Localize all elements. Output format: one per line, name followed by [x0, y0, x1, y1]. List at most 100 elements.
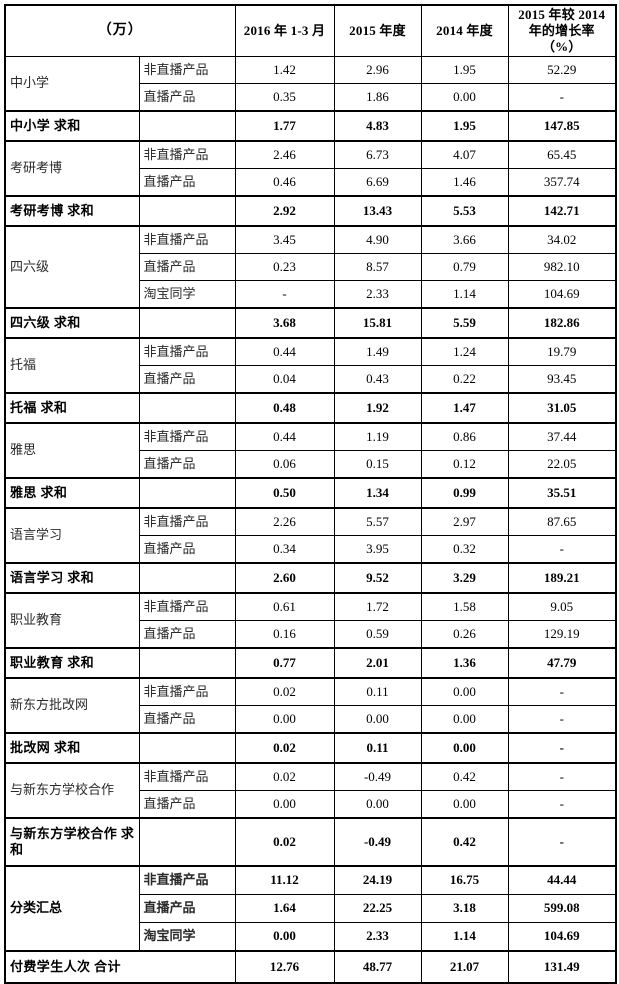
product-label: 非直播产品 [138, 677, 236, 706]
product-label: 直播产品 [138, 364, 236, 394]
subtotal-value: 1.36 [420, 646, 509, 679]
value-cell: 1.49 [333, 337, 422, 366]
value-cell: 0.00 [234, 704, 335, 734]
table-body: （万） 2016 年 1-3 月 2015 年度 2014 年度 2015 年较 201… [4, 4, 617, 984]
table-header-row: （万） 2016 年 1-3 月 2015 年度 2014 年度 2015 年较 201… [4, 4, 617, 57]
data-row: 雅思 非直播产品 0.44 1.19 0.86 37.44 [4, 422, 617, 479]
product-label: 非直播产品 [138, 507, 236, 536]
subtotal-spacer [138, 476, 236, 509]
header-unit-cell: （万） [4, 4, 236, 57]
value-cell: 0.44 [234, 337, 335, 366]
product-label: 非直播产品 [138, 422, 236, 451]
value-cell: 982.10 [507, 252, 617, 281]
subtotal-value: 2.92 [234, 194, 335, 227]
subtotal-value: 0.02 [234, 731, 335, 764]
value-cell: 2.97 [420, 507, 509, 536]
value-cell: 357.74 [507, 167, 617, 197]
value-cell: 4.90 [333, 225, 422, 254]
value-cell: 34.02 [507, 225, 617, 254]
product-label: 非直播产品 [138, 225, 236, 254]
product-label: 直播产品 [138, 252, 236, 281]
value-cell: - [507, 677, 617, 706]
value-cell: 5.57 [333, 507, 422, 536]
value-cell: 93.45 [507, 364, 617, 394]
subtotal-spacer [138, 194, 236, 227]
value-cell: 2.46 [234, 140, 335, 169]
value-cell: 0.15 [333, 449, 422, 479]
subtotal-label: 职业教育 求和 [4, 646, 140, 679]
value-cell: 104.69 [507, 279, 617, 309]
subtotal-value: 1.47 [420, 391, 509, 424]
value-cell: - [507, 534, 617, 564]
value-cell: 4.07 [420, 140, 509, 169]
grand-total-row: 付费学生人次 合计 12.76 48.77 21.07 131.49 [4, 949, 617, 984]
subtotal-value: 147.85 [507, 109, 617, 142]
subtotal-spacer [138, 306, 236, 339]
aggregate-value: 11.12 [234, 864, 335, 895]
product-label: 直播产品 [138, 167, 236, 197]
value-cell: 9.05 [507, 592, 617, 621]
data-row: 托福 非直播产品 0.44 1.49 1.24 19.79 [4, 337, 617, 394]
value-cell: 0.00 [333, 789, 422, 819]
data-row: 直播产品 0.46 6.69 1.46 357.74 [5, 167, 617, 197]
subtotal-value: 15.81 [333, 306, 422, 339]
data-row: 直播产品 0.34 3.95 0.32- [5, 534, 617, 564]
value-cell: 0.00 [420, 789, 509, 819]
data-row: 直播产品 0.04 0.43 0.22 93.45 [5, 364, 617, 394]
value-cell: 65.45 [507, 140, 617, 169]
value-cell: 1.19 [333, 422, 422, 451]
aggregate-value: 16.75 [420, 864, 509, 895]
value-cell: 0.46 [234, 167, 335, 197]
value-cell: 6.73 [333, 140, 422, 169]
product-label: 直播产品 [138, 704, 236, 734]
value-cell: 0.23 [234, 252, 335, 281]
aggregate-value: 1.14 [420, 921, 509, 952]
subtotal-value: 0.77 [234, 646, 335, 679]
header-col-2: 2015 年度 [333, 4, 422, 57]
subtotal-value: 0.42 [420, 816, 509, 867]
value-cell: 0.26 [420, 619, 509, 649]
aggregate-value: 104.69 [507, 921, 617, 952]
subtotal-value: 1.95 [420, 109, 509, 142]
grand-total-label: 付费学生人次 合计 [4, 949, 236, 984]
aggregate-row: 分类汇总 非直播产品 11.12 24.19 16.75 44.44 [4, 864, 617, 952]
value-cell: 1.14 [420, 279, 509, 309]
value-cell: 129.19 [507, 619, 617, 649]
data-row: 中小学 非直播产品 1.42 2.96 1.95 52.29 [4, 55, 617, 112]
grand-total-value: 21.07 [420, 949, 509, 984]
header-col-4: 2015 年较 2014 年的增长率（%） [507, 4, 617, 57]
data-row: 新东方批改网 非直播产品 0.02 0.11 0.00- [4, 677, 617, 734]
subtotal-spacer [138, 391, 236, 424]
subtotal-label: 与新东方学校合作 求和 [4, 816, 140, 867]
product-label: 直播产品 [138, 789, 236, 819]
value-cell: 0.12 [420, 449, 509, 479]
value-cell: 1.46 [420, 167, 509, 197]
subtotal-value: 47.79 [507, 646, 617, 679]
subtotal-value: 189.21 [507, 561, 617, 594]
value-cell: 3.66 [420, 225, 509, 254]
subtotal-label: 语言学习 求和 [4, 561, 140, 594]
subtotal-row: 托福 求和 0.48 1.92 1.47 31.05 [4, 391, 617, 424]
subtotal-value: 4.83 [333, 109, 422, 142]
value-cell: 8.57 [333, 252, 422, 281]
data-row: 淘宝同学 -2.33 1.14 104.69 [5, 279, 617, 309]
value-cell: -0.49 [333, 762, 422, 791]
value-cell: 0.34 [234, 534, 335, 564]
value-cell: - [234, 279, 335, 309]
aggregate-value: 3.18 [420, 893, 509, 923]
value-cell: 37.44 [507, 422, 617, 451]
category-label: 新东方批改网 [4, 677, 140, 734]
product-label: 直播产品 [138, 534, 236, 564]
value-cell: 6.69 [333, 167, 422, 197]
value-cell: 0.06 [234, 449, 335, 479]
value-cell: 0.02 [234, 762, 335, 791]
subtotal-value: 0.50 [234, 476, 335, 509]
value-cell: 2.96 [333, 55, 422, 84]
data-row: 直播产品 0.23 8.57 0.79 982.10 [5, 252, 617, 281]
product-label: 直播产品 [138, 82, 236, 112]
subtotal-value: 1.34 [333, 476, 422, 509]
product-label: 非直播产品 [138, 140, 236, 169]
value-cell: 0.11 [333, 677, 422, 706]
aggregate-value: 44.44 [507, 864, 617, 895]
subtotal-spacer [138, 561, 236, 594]
